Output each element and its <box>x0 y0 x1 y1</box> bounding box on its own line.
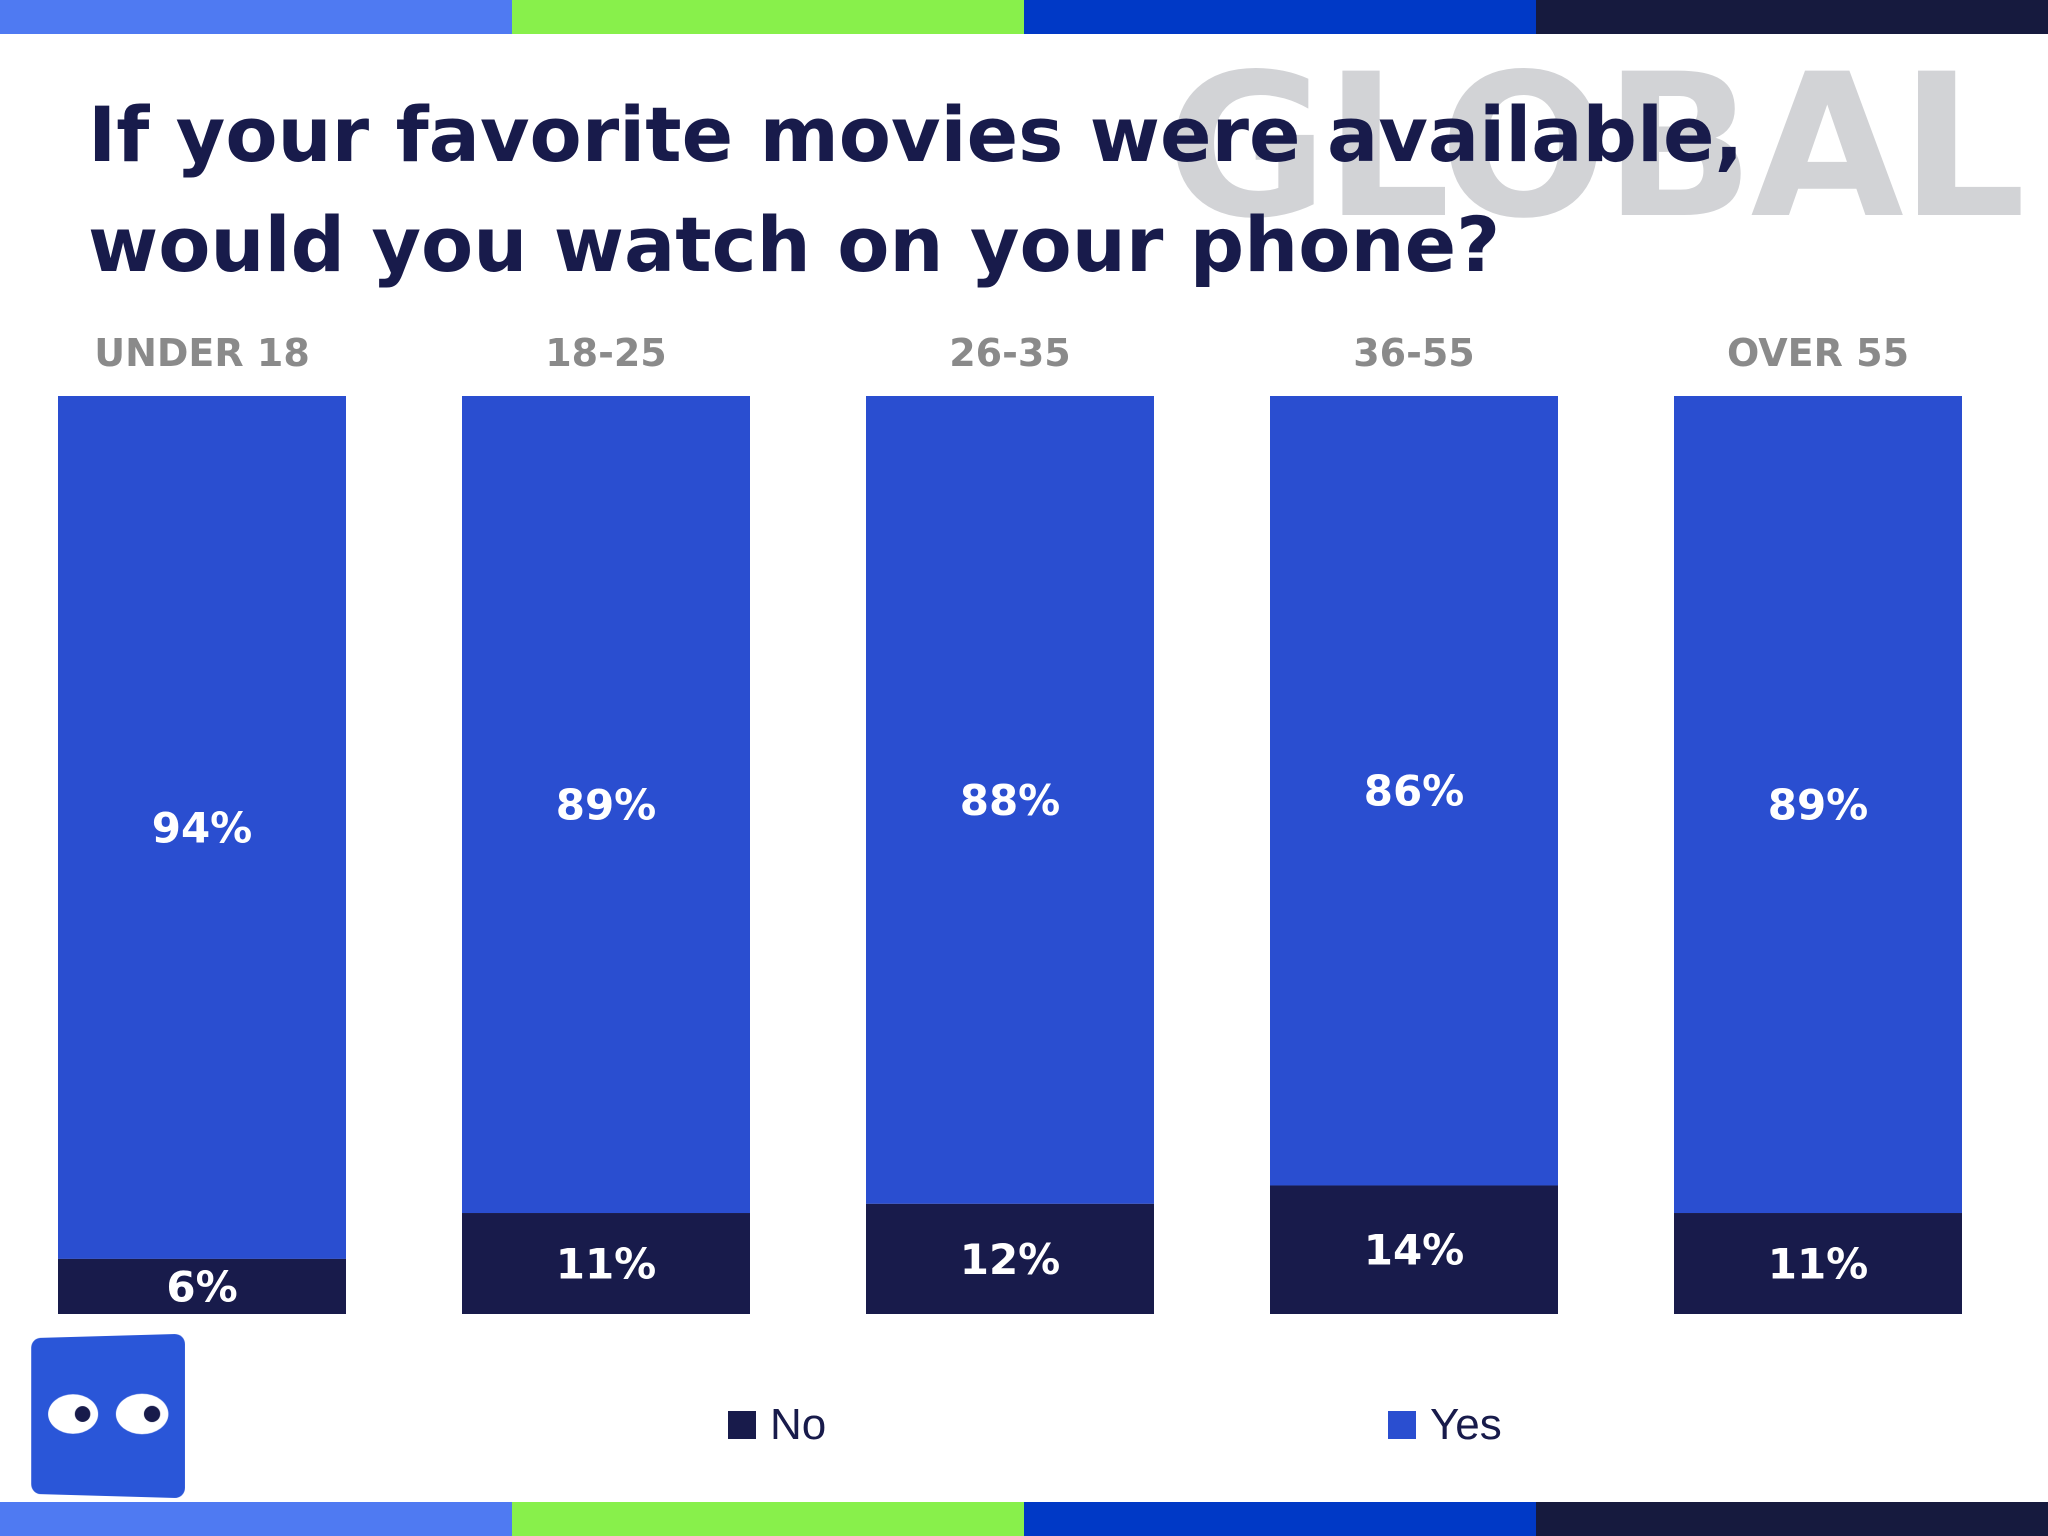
stripe-segment <box>1024 1502 1536 1536</box>
data-label-no: 12% <box>960 1235 1061 1284</box>
data-label-yes: 89% <box>556 781 657 830</box>
left-eye <box>48 1394 98 1434</box>
bottom-color-stripe <box>0 1502 2048 1536</box>
data-label-no: 14% <box>1364 1226 1465 1275</box>
category-label: 36-55 <box>1353 331 1475 375</box>
data-label-yes: 86% <box>1364 767 1465 816</box>
right-eye <box>116 1394 169 1435</box>
data-label-no: 11% <box>1768 1240 1869 1289</box>
category-label: 26-35 <box>949 331 1071 375</box>
category-label: 18-25 <box>545 331 667 375</box>
category-label: UNDER 18 <box>94 331 310 375</box>
legend-swatch-no <box>728 1411 756 1439</box>
stripe-segment <box>512 1502 1024 1536</box>
legend-label-yes: Yes <box>1430 1400 1502 1450</box>
eyes-icon <box>31 1334 185 1498</box>
stripe-segment <box>1536 1502 2048 1536</box>
category-label: OVER 55 <box>1727 331 1909 375</box>
legend-swatch-yes <box>1388 1411 1416 1439</box>
data-label-yes: 89% <box>1768 781 1869 830</box>
data-label-no: 6% <box>166 1262 237 1311</box>
stripe-segment <box>0 1502 512 1536</box>
legend-label-no: No <box>770 1400 826 1450</box>
data-label-no: 11% <box>556 1240 657 1289</box>
legend-item-yes: Yes <box>1388 1400 1502 1450</box>
legend-item-no: No <box>728 1400 826 1450</box>
data-label-yes: 94% <box>152 803 253 852</box>
data-label-yes: 88% <box>960 776 1061 825</box>
